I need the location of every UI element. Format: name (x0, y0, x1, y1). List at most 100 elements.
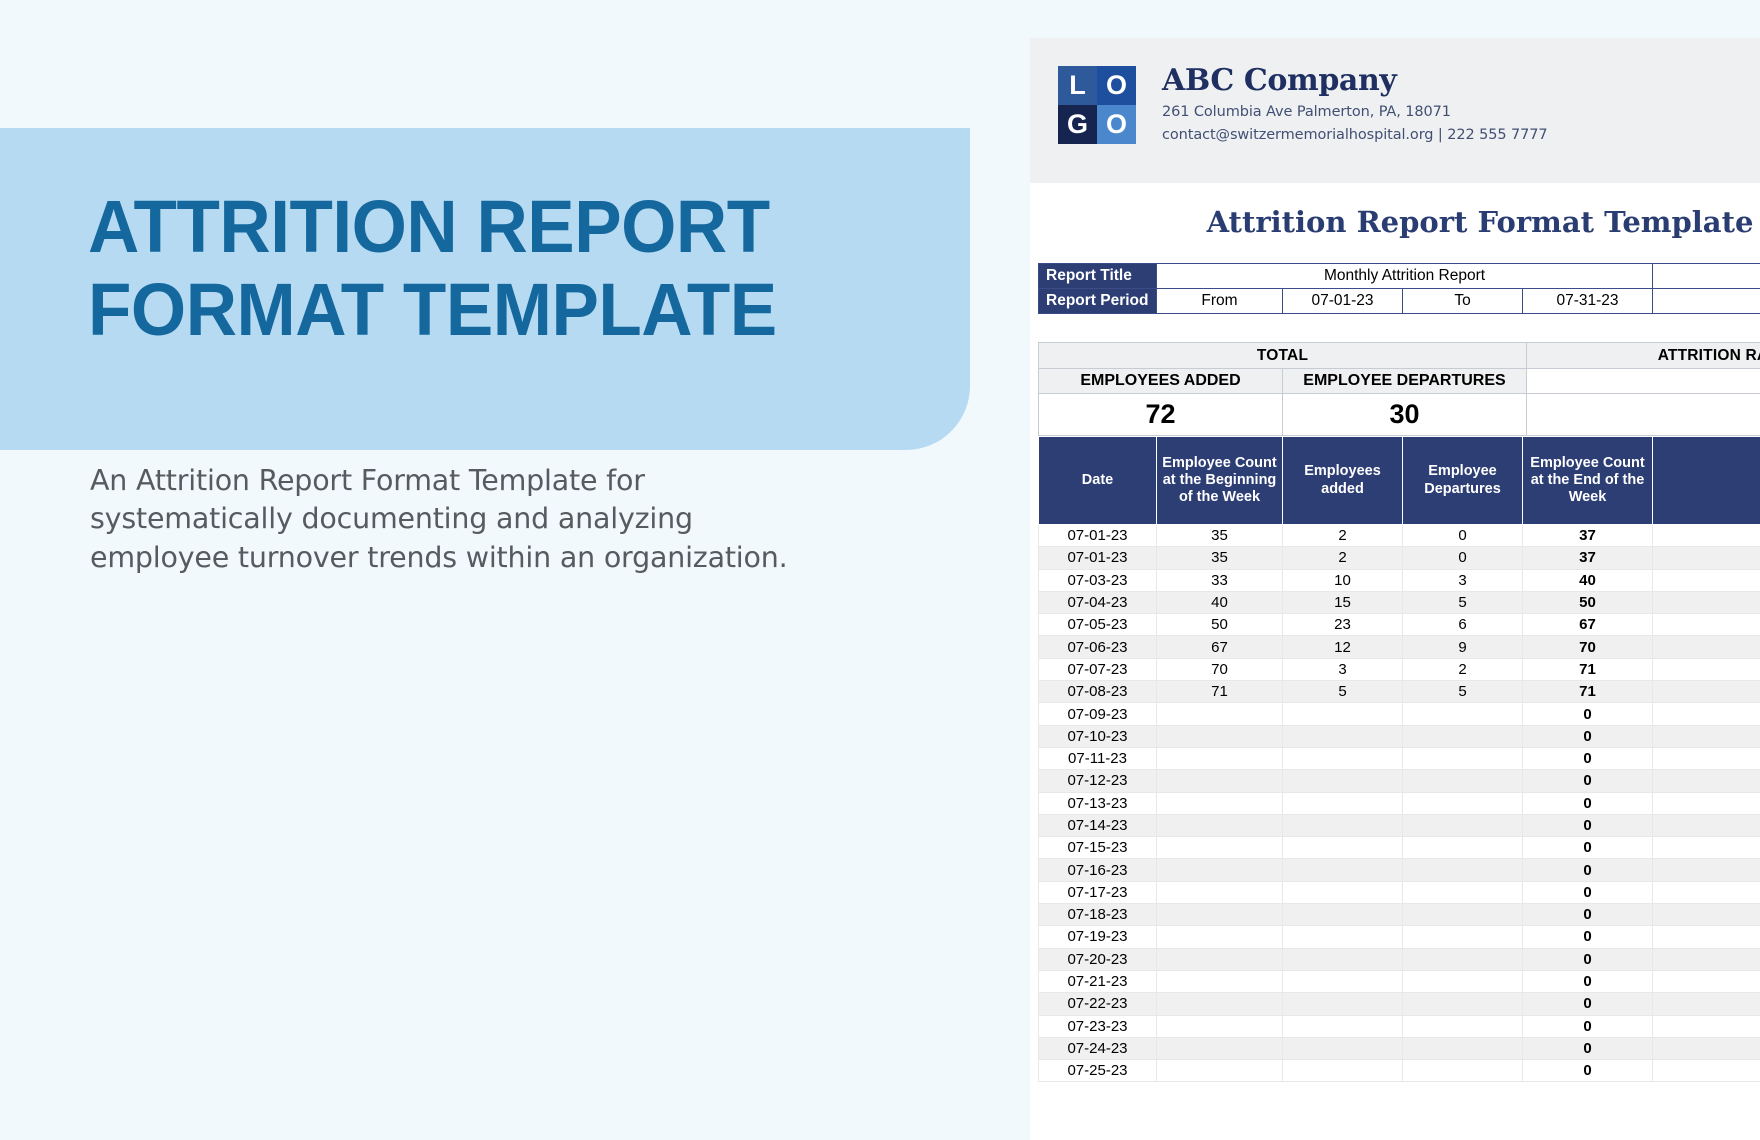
cell-extra[interactable] (1652, 836, 1760, 860)
table-row[interactable]: 07-01-23 35 2 0 37 (1038, 523, 1760, 548)
cell-date[interactable]: 07-19-23 (1038, 925, 1157, 949)
cell-employees-added[interactable] (1282, 1014, 1403, 1038)
cell-employee-departures[interactable]: 6 (1402, 613, 1523, 637)
cell-end-count[interactable]: 67 (1522, 613, 1653, 637)
cell-employees-added[interactable] (1282, 702, 1403, 726)
period-from-value[interactable]: 07-01-23 (1282, 288, 1403, 314)
cell-employee-departures[interactable]: 9 (1402, 635, 1523, 659)
cell-date[interactable]: 07-23-23 (1038, 1014, 1157, 1038)
cell-begin-count[interactable] (1156, 858, 1283, 882)
cell-extra[interactable] (1652, 1059, 1760, 1083)
cell-employee-departures[interactable] (1402, 903, 1523, 927)
cell-employees-added[interactable] (1282, 947, 1403, 971)
cell-employees-added[interactable] (1282, 769, 1403, 793)
cell-extra[interactable] (1652, 858, 1760, 882)
cell-date[interactable]: 07-12-23 (1038, 769, 1157, 793)
cell-employees-added[interactable] (1282, 858, 1403, 882)
cell-extra[interactable] (1652, 925, 1760, 949)
cell-date[interactable]: 07-06-23 (1038, 635, 1157, 659)
cell-extra[interactable] (1652, 613, 1760, 637)
period-to-value[interactable]: 07-31-23 (1521, 288, 1654, 314)
cell-begin-count[interactable] (1156, 791, 1283, 815)
cell-date[interactable]: 07-21-23 (1038, 969, 1157, 994)
cell-begin-count[interactable] (1156, 724, 1283, 748)
cell-date[interactable]: 07-22-23 (1038, 992, 1157, 1016)
cell-extra[interactable] (1652, 969, 1760, 994)
cell-date[interactable]: 07-01-23 (1038, 523, 1157, 548)
cell-extra[interactable] (1652, 1036, 1760, 1061)
cell-employees-added[interactable]: 2 (1282, 523, 1403, 548)
cell-end-count[interactable]: 0 (1522, 880, 1653, 905)
cell-end-count[interactable]: 37 (1522, 546, 1653, 570)
table-row[interactable]: 07-03-23 33 10 3 40 (1038, 568, 1760, 592)
cell-employee-departures[interactable]: 0 (1402, 523, 1523, 548)
table-row[interactable]: 07-06-23 67 12 9 70 (1038, 635, 1760, 659)
cell-employee-departures[interactable] (1402, 791, 1523, 815)
cell-employees-added[interactable] (1282, 992, 1403, 1016)
cell-end-count[interactable]: 0 (1522, 969, 1653, 994)
cell-extra[interactable] (1652, 746, 1760, 771)
cell-date[interactable]: 07-08-23 (1038, 680, 1157, 704)
table-row[interactable]: 07-10-23 0 (1038, 724, 1760, 748)
table-row[interactable]: 07-19-23 0 (1038, 925, 1760, 949)
cell-employees-added[interactable] (1282, 903, 1403, 927)
cell-employee-departures[interactable] (1402, 947, 1523, 971)
cell-begin-count[interactable] (1156, 1059, 1283, 1083)
cell-end-count[interactable]: 0 (1522, 992, 1653, 1016)
cell-extra[interactable] (1652, 1014, 1760, 1038)
cell-employee-departures[interactable] (1402, 880, 1523, 905)
cell-employee-departures[interactable] (1402, 858, 1523, 882)
cell-end-count[interactable]: 0 (1522, 791, 1653, 815)
cell-begin-count[interactable]: 71 (1156, 680, 1283, 704)
table-row[interactable]: 07-12-23 0 (1038, 769, 1760, 793)
cell-date[interactable]: 07-04-23 (1038, 590, 1157, 615)
cell-employee-departures[interactable] (1402, 836, 1523, 860)
cell-begin-count[interactable]: 35 (1156, 523, 1283, 548)
cell-date[interactable]: 07-05-23 (1038, 613, 1157, 637)
cell-date[interactable]: 07-17-23 (1038, 880, 1157, 905)
cell-employees-added[interactable]: 2 (1282, 546, 1403, 570)
table-row[interactable]: 07-09-23 0 (1038, 702, 1760, 726)
cell-date[interactable]: 07-18-23 (1038, 903, 1157, 927)
cell-begin-count[interactable] (1156, 813, 1283, 838)
cell-employee-departures[interactable] (1402, 702, 1523, 726)
cell-extra[interactable] (1652, 992, 1760, 1016)
cell-begin-count[interactable] (1156, 903, 1283, 927)
cell-date[interactable]: 07-13-23 (1038, 791, 1157, 815)
cell-begin-count[interactable] (1156, 1014, 1283, 1038)
cell-extra[interactable] (1652, 702, 1760, 726)
cell-employees-added[interactable]: 12 (1282, 635, 1403, 659)
table-row[interactable]: 07-11-23 0 (1038, 746, 1760, 771)
table-row[interactable]: 07-13-23 0 (1038, 791, 1760, 815)
cell-begin-count[interactable]: 67 (1156, 635, 1283, 659)
cell-employee-departures[interactable] (1402, 925, 1523, 949)
cell-begin-count[interactable] (1156, 925, 1283, 949)
cell-begin-count[interactable] (1156, 992, 1283, 1016)
cell-begin-count[interactable]: 33 (1156, 568, 1283, 592)
cell-employees-added[interactable] (1282, 746, 1403, 771)
cell-end-count[interactable]: 0 (1522, 925, 1653, 949)
cell-date[interactable]: 07-25-23 (1038, 1059, 1157, 1083)
cell-extra[interactable] (1652, 523, 1760, 548)
cell-extra[interactable] (1652, 657, 1760, 682)
cell-date[interactable]: 07-20-23 (1038, 947, 1157, 971)
cell-employees-added[interactable]: 15 (1282, 590, 1403, 615)
cell-employee-departures[interactable] (1402, 1059, 1523, 1083)
cell-employees-added[interactable] (1282, 1036, 1403, 1061)
table-row[interactable]: 07-14-23 0 (1038, 813, 1760, 838)
cell-end-count[interactable]: 71 (1522, 680, 1653, 704)
table-row[interactable]: 07-05-23 50 23 6 67 (1038, 613, 1760, 637)
cell-begin-count[interactable] (1156, 836, 1283, 860)
cell-extra[interactable] (1652, 813, 1760, 838)
cell-end-count[interactable]: 40 (1522, 568, 1653, 592)
cell-extra[interactable] (1652, 546, 1760, 570)
cell-employee-departures[interactable] (1402, 769, 1523, 793)
cell-end-count[interactable]: 0 (1522, 858, 1653, 882)
table-row[interactable]: 07-16-23 0 (1038, 858, 1760, 882)
cell-end-count[interactable]: 0 (1522, 903, 1653, 927)
cell-employee-departures[interactable] (1402, 969, 1523, 994)
cell-date[interactable]: 07-01-23 (1038, 546, 1157, 570)
cell-begin-count[interactable] (1156, 969, 1283, 994)
cell-employees-added[interactable]: 5 (1282, 680, 1403, 704)
cell-end-count[interactable]: 0 (1522, 1014, 1653, 1038)
